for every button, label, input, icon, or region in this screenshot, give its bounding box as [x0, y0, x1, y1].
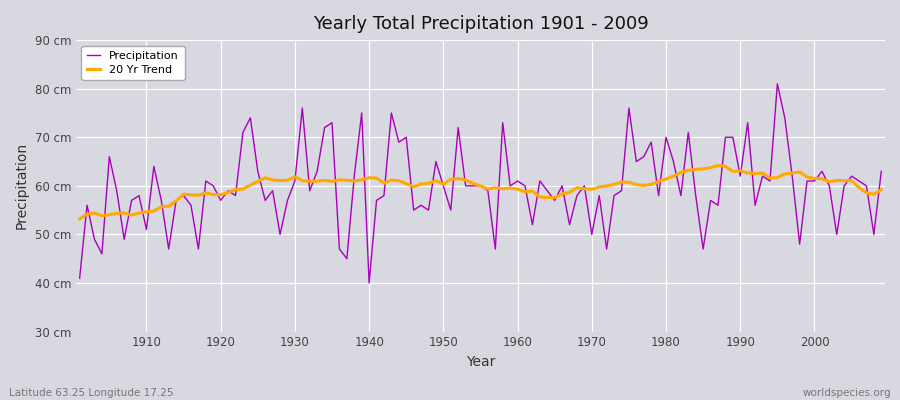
Text: Latitude 63.25 Longitude 17.25: Latitude 63.25 Longitude 17.25	[9, 388, 174, 398]
Precipitation	[519, 184, 530, 188]
20 Yr Trend	[341, 178, 352, 183]
Precipitation	[772, 82, 783, 86]
Line: 20 Yr Trend: 20 Yr Trend	[79, 166, 881, 219]
Precipitation	[364, 281, 374, 286]
20 Yr Trend	[297, 178, 308, 183]
Precipitation	[297, 106, 308, 110]
Precipitation	[876, 169, 886, 174]
X-axis label: Year: Year	[466, 355, 495, 369]
Line: Precipitation: Precipitation	[79, 84, 881, 283]
20 Yr Trend	[505, 186, 516, 190]
Precipitation	[133, 193, 144, 198]
20 Yr Trend	[601, 184, 612, 188]
Precipitation	[512, 178, 523, 183]
Precipitation	[74, 276, 85, 280]
20 Yr Trend	[713, 163, 724, 168]
Y-axis label: Precipitation: Precipitation	[15, 142, 29, 230]
Text: worldspecies.org: worldspecies.org	[803, 388, 891, 398]
Title: Yearly Total Precipitation 1901 - 2009: Yearly Total Precipitation 1901 - 2009	[312, 15, 648, 33]
Precipitation	[608, 193, 619, 198]
20 Yr Trend	[74, 216, 85, 221]
Precipitation	[341, 256, 352, 261]
Legend: Precipitation, 20 Yr Trend: Precipitation, 20 Yr Trend	[82, 46, 184, 80]
20 Yr Trend	[133, 211, 144, 216]
20 Yr Trend	[512, 187, 523, 192]
20 Yr Trend	[876, 188, 886, 192]
